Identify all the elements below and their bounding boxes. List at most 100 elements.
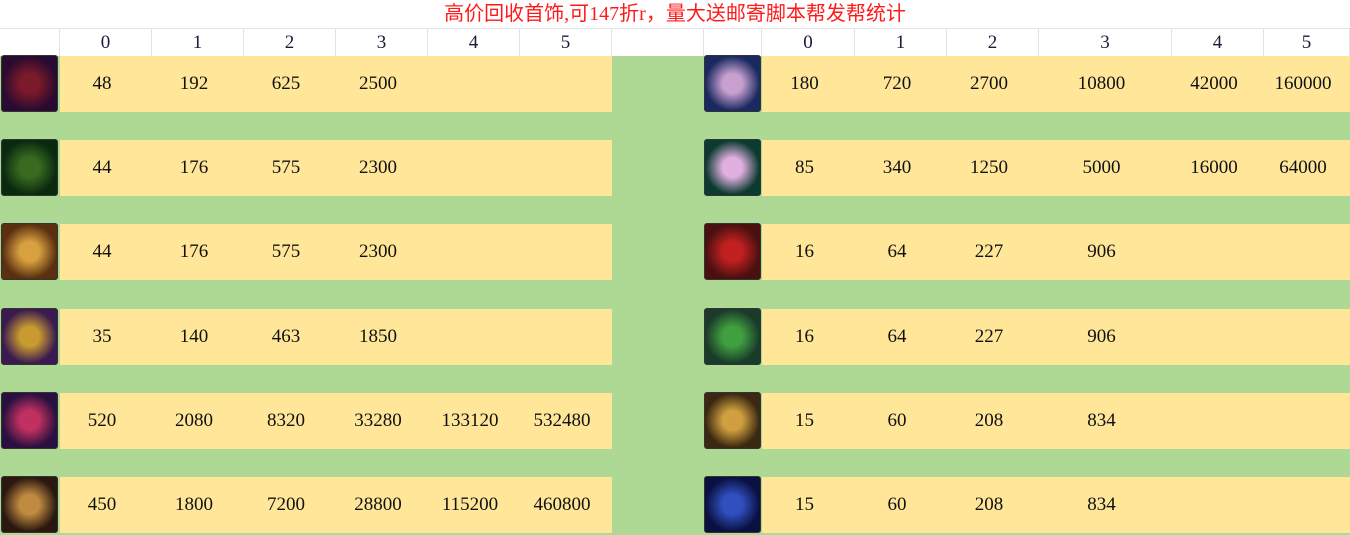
- price-cell: [520, 140, 604, 196]
- price-cell: [1264, 393, 1342, 449]
- price-cell: 227: [974, 325, 1004, 347]
- winged-pendant-icon: [1, 223, 58, 281]
- price-cell: [1264, 477, 1342, 533]
- pink-gem-silver-ring-icon: [704, 139, 761, 197]
- price-cell: [1264, 224, 1342, 280]
- price-cell: 575: [271, 241, 301, 263]
- table-row: [60, 477, 612, 533]
- price-cell: 48: [92, 73, 112, 94]
- price-cell: 906: [1087, 325, 1116, 347]
- price-cell: 16: [795, 325, 814, 347]
- table-row: [60, 56, 612, 112]
- price-cell: [1172, 224, 1256, 280]
- price-cell: 180: [790, 73, 819, 94]
- header-left-level-3: 3: [336, 29, 428, 56]
- header-left-level-0: 0: [60, 29, 152, 56]
- price-cell: 208: [974, 409, 1004, 431]
- price-cell: 33280: [354, 409, 402, 431]
- header-left-level-1: 1: [152, 29, 244, 56]
- price-cell: 720: [882, 73, 912, 94]
- price-cell: 625: [271, 73, 301, 94]
- table-row: [60, 140, 612, 197]
- header-right-level-0: 0: [762, 29, 855, 56]
- price-cell: 10800: [1077, 73, 1126, 94]
- price-cell: 64: [887, 241, 907, 263]
- price-cell: 176: [179, 157, 209, 179]
- price-cell: [520, 309, 604, 365]
- red-gold-ring-icon: [704, 223, 761, 281]
- ruby-silver-ring-icon: [704, 55, 761, 112]
- price-cell: [428, 309, 512, 365]
- table-row: [762, 140, 1350, 197]
- price-cell: 2300: [359, 157, 397, 179]
- table-row: [60, 308, 612, 365]
- gold-pendant-icon: [1, 476, 58, 533]
- price-cell: 160000: [1274, 73, 1332, 94]
- price-cell: 42000: [1190, 73, 1238, 94]
- sheet-title: 高价回收首饰,可147折r，量大送邮寄脚本帮发帮统计: [0, 0, 1350, 29]
- price-cell: 340: [882, 157, 912, 179]
- header-left-level-4: 4: [428, 29, 520, 56]
- price-cell: 532480: [533, 409, 591, 431]
- price-cell: 64000: [1279, 157, 1327, 179]
- blue-sapphire-ring-icon: [704, 476, 761, 533]
- header-right-level-2: 2: [947, 29, 1039, 56]
- price-cell: 35: [92, 325, 112, 347]
- price-cell: 8320: [267, 409, 305, 431]
- skull-necklace-icon: [1, 55, 58, 112]
- price-cell: [520, 56, 604, 112]
- price-cell: 208: [974, 494, 1004, 515]
- price-cell: [1172, 309, 1256, 365]
- price-cell: [428, 56, 512, 112]
- price-cell: 7200: [267, 494, 305, 515]
- price-cell: [428, 224, 512, 280]
- header-blank: [704, 29, 762, 56]
- price-cell: 44: [92, 241, 112, 263]
- price-cell: 5000: [1082, 157, 1121, 179]
- price-cell: 460800: [533, 494, 591, 515]
- header-right-level-1: 1: [855, 29, 947, 56]
- table-row: [762, 308, 1350, 365]
- header-left-level-5: 5: [520, 29, 612, 56]
- price-cell: 2500: [359, 73, 397, 94]
- table-row: [762, 224, 1350, 281]
- header-blank: [0, 29, 60, 56]
- header-right-level-3: 3: [1039, 29, 1172, 56]
- price-cell: 85: [795, 157, 814, 179]
- price-cell: 133120: [441, 409, 499, 431]
- price-cell: [1172, 393, 1256, 449]
- price-cell: 2080: [175, 409, 213, 431]
- price-cell: [520, 224, 604, 280]
- price-cell: [1264, 309, 1342, 365]
- price-cell: [1172, 477, 1256, 533]
- price-cell: 44: [92, 157, 112, 179]
- price-cell: 520: [87, 409, 117, 431]
- price-cell: 575: [271, 157, 301, 179]
- price-cell: 140: [179, 325, 209, 347]
- price-cell: 60: [887, 409, 907, 431]
- header-right-level-5: 5: [1264, 29, 1350, 56]
- price-cell: 1250: [970, 157, 1008, 179]
- price-cell: 2700: [970, 73, 1008, 94]
- rose-ring-icon: [704, 391, 761, 449]
- price-cell: 450: [87, 494, 117, 515]
- header-left-level-2: 2: [244, 29, 336, 56]
- heart-gem-necklace-icon: [1, 391, 58, 449]
- price-cell: 28800: [354, 494, 402, 515]
- table-row: [762, 477, 1350, 533]
- price-cell: 16000: [1190, 157, 1238, 179]
- jade-flower-ring-icon: [704, 307, 761, 365]
- price-cell: 227: [974, 241, 1004, 263]
- header-blank: [612, 29, 704, 56]
- green-vine-necklace-icon: [1, 139, 58, 197]
- table-row: [762, 392, 1350, 449]
- price-cell: 1850: [359, 325, 397, 347]
- price-cell: 834: [1087, 494, 1116, 515]
- table-row: [60, 224, 612, 281]
- table-row: [762, 56, 1350, 112]
- price-cell: 463: [271, 325, 301, 347]
- price-cell: 834: [1087, 409, 1116, 431]
- price-cell: [428, 140, 512, 196]
- price-cell: 16: [795, 241, 814, 263]
